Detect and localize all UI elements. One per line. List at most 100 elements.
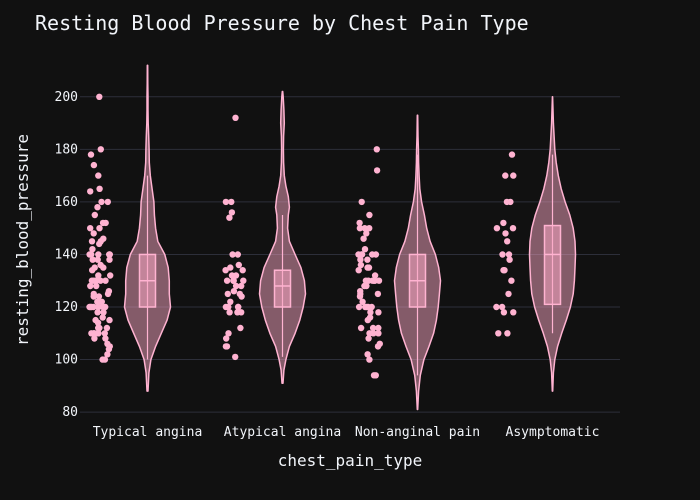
data-point-non-anginal-pain bbox=[363, 303, 370, 311]
data-point-non-anginal-pain bbox=[359, 298, 366, 305]
data-point-asymptomatic bbox=[500, 309, 508, 316]
data-point-non-anginal-pain bbox=[358, 198, 365, 206]
data-point-atypical-angina bbox=[223, 335, 230, 342]
data-point-typical-angina bbox=[102, 277, 109, 284]
data-point-asymptomatic bbox=[502, 172, 509, 179]
data-point-typical-angina bbox=[86, 303, 93, 311]
chart-title: Resting Blood Pressure by Chest Pain Typ… bbox=[35, 11, 529, 35]
data-point-typical-angina bbox=[102, 335, 109, 342]
data-point-non-anginal-pain bbox=[366, 225, 373, 232]
data-point-atypical-angina bbox=[224, 290, 231, 298]
data-point-typical-angina bbox=[96, 93, 103, 101]
data-point-non-anginal-pain bbox=[366, 356, 373, 363]
data-point-typical-angina bbox=[89, 267, 96, 274]
y-axis-title: resting_blood_pressure bbox=[13, 134, 32, 346]
data-point-asymptomatic bbox=[510, 309, 517, 316]
data-point-non-anginal-pain bbox=[364, 264, 371, 271]
data-point-asymptomatic bbox=[495, 330, 502, 337]
data-point-atypical-angina bbox=[222, 267, 229, 274]
data-point-non-anginal-pain bbox=[360, 235, 367, 242]
data-point-typical-angina bbox=[90, 293, 97, 300]
x-tick-label-typical-angina: Typical angina bbox=[93, 425, 203, 440]
data-point-non-anginal-pain bbox=[371, 272, 379, 279]
data-point-typical-angina bbox=[89, 246, 96, 253]
y-tick-label-160: 160 bbox=[55, 195, 78, 210]
data-point-typical-angina bbox=[88, 238, 96, 245]
data-point-non-anginal-pain bbox=[363, 230, 370, 237]
x-tick-label-atypical-angina: Atypical angina bbox=[224, 425, 341, 440]
data-point-non-anginal-pain bbox=[369, 277, 376, 284]
data-point-atypical-angina bbox=[226, 309, 233, 316]
data-point-typical-angina bbox=[103, 324, 111, 332]
data-point-atypical-angina bbox=[226, 214, 233, 221]
data-point-atypical-angina bbox=[227, 264, 234, 271]
y-tick-label-100: 100 bbox=[55, 353, 78, 368]
data-point-typical-angina bbox=[87, 225, 94, 232]
data-point-asymptomatic bbox=[502, 230, 509, 237]
data-point-non-anginal-pain bbox=[375, 277, 383, 284]
data-point-typical-angina bbox=[107, 272, 114, 279]
data-point-atypical-angina bbox=[225, 303, 232, 311]
data-point-typical-angina bbox=[104, 351, 111, 358]
data-point-asymptomatic bbox=[505, 290, 512, 298]
x-tick-label-non-anginal-pain: Non-anginal pain bbox=[355, 425, 480, 440]
data-point-typical-angina bbox=[104, 198, 112, 206]
data-point-typical-angina bbox=[95, 293, 103, 300]
data-point-typical-angina bbox=[106, 316, 113, 324]
data-point-non-anginal-pain bbox=[361, 246, 369, 253]
data-point-non-anginal-pain bbox=[361, 225, 368, 232]
data-point-atypical-angina bbox=[234, 303, 242, 311]
data-point-typical-angina bbox=[93, 277, 100, 284]
data-point-typical-angina bbox=[96, 240, 103, 248]
data-point-atypical-angina bbox=[240, 277, 247, 284]
data-point-atypical-angina bbox=[235, 261, 242, 269]
data-point-typical-angina bbox=[95, 251, 102, 258]
data-point-typical-angina bbox=[99, 303, 107, 311]
box-asymptomatic bbox=[543, 224, 562, 306]
data-point-asymptomatic bbox=[500, 267, 507, 274]
x-tick-label-asymptomatic: Asymptomatic bbox=[506, 425, 600, 440]
data-point-asymptomatic bbox=[499, 251, 506, 258]
data-point-atypical-angina bbox=[225, 330, 232, 337]
violin-group-asymptomatic bbox=[493, 96, 577, 392]
data-point-atypical-angina bbox=[230, 288, 238, 295]
data-point-atypical-angina bbox=[222, 343, 230, 350]
data-point-asymptomatic bbox=[506, 256, 513, 263]
data-point-typical-angina bbox=[101, 330, 109, 337]
data-point-non-anginal-pain bbox=[363, 282, 370, 290]
data-point-non-anginal-pain bbox=[375, 330, 382, 337]
data-point-non-anginal-pain bbox=[373, 146, 380, 153]
data-point-non-anginal-pain bbox=[356, 219, 363, 227]
data-point-non-anginal-pain bbox=[364, 351, 371, 358]
data-point-atypical-angina bbox=[228, 209, 236, 216]
data-point-non-anginal-pain bbox=[357, 256, 364, 263]
data-point-typical-angina bbox=[95, 172, 102, 179]
data-point-typical-angina bbox=[90, 230, 97, 237]
data-point-typical-angina bbox=[94, 204, 101, 211]
data-point-non-anginal-pain bbox=[364, 316, 371, 324]
data-point-typical-angina bbox=[88, 251, 95, 258]
x-tick-labels: Typical angina Atypical angina Non-anginal… bbox=[93, 425, 600, 440]
data-point-typical-angina bbox=[89, 256, 96, 263]
data-point-asymptomatic bbox=[508, 151, 516, 158]
data-point-non-anginal-pain bbox=[364, 256, 371, 263]
y-tick-label-140: 140 bbox=[55, 247, 78, 262]
data-point-atypical-angina bbox=[238, 293, 245, 300]
data-point-non-anginal-pain bbox=[355, 251, 362, 258]
data-point-typical-angina bbox=[90, 161, 98, 169]
data-point-typical-angina bbox=[96, 225, 103, 232]
data-point-atypical-angina bbox=[228, 198, 235, 206]
data-point-asymptomatic bbox=[508, 277, 515, 284]
violin-group-typical-angina bbox=[86, 64, 172, 392]
data-point-atypical-angina bbox=[237, 324, 244, 332]
violins-layer bbox=[86, 64, 577, 411]
data-point-atypical-angina bbox=[234, 251, 241, 258]
data-point-asymptomatic bbox=[505, 251, 513, 258]
data-point-typical-angina bbox=[95, 272, 102, 279]
data-point-atypical-angina bbox=[239, 267, 246, 274]
data-point-typical-angina bbox=[87, 188, 94, 195]
data-point-non-anginal-pain bbox=[369, 324, 377, 332]
data-point-asymptomatic bbox=[507, 198, 514, 206]
data-point-typical-angina bbox=[87, 282, 94, 290]
